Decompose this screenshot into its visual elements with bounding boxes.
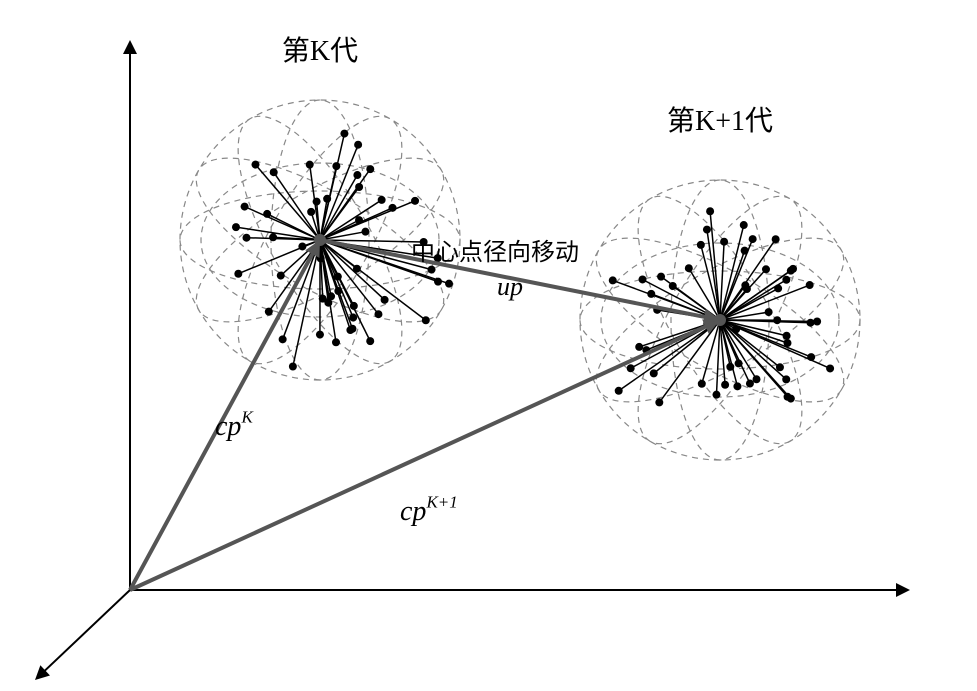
label: up bbox=[497, 272, 523, 301]
label: 第K代 bbox=[282, 35, 358, 67]
label: 中心点径向移动 bbox=[411, 239, 579, 266]
vector-label: cpK+1 bbox=[400, 492, 458, 527]
label: 第K+1代 bbox=[667, 105, 773, 137]
vector-label: cpK bbox=[215, 407, 254, 442]
